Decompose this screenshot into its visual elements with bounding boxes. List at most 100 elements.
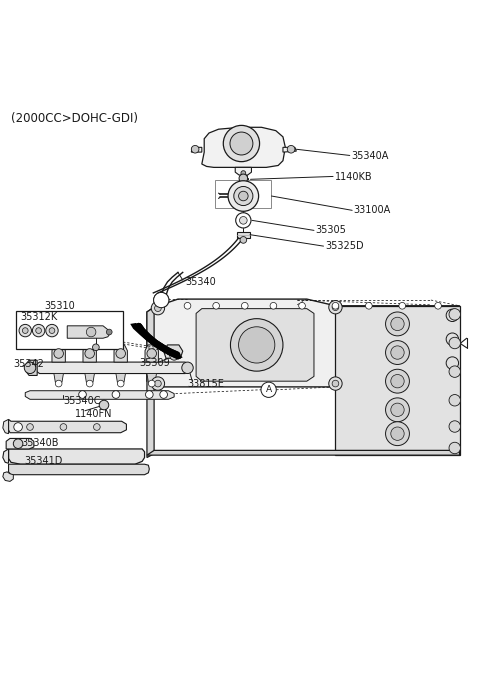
Circle shape [332, 303, 339, 309]
Circle shape [99, 400, 109, 410]
Circle shape [446, 357, 458, 369]
Polygon shape [6, 438, 34, 449]
Text: 35309: 35309 [140, 358, 170, 368]
Text: A: A [265, 386, 272, 394]
Circle shape [449, 366, 460, 377]
Polygon shape [3, 449, 9, 463]
Circle shape [182, 362, 193, 374]
Circle shape [230, 132, 253, 155]
Polygon shape [83, 345, 96, 362]
Circle shape [391, 403, 404, 416]
Text: 35340C: 35340C [63, 396, 101, 405]
Circle shape [86, 327, 96, 337]
Polygon shape [26, 360, 37, 375]
Circle shape [230, 319, 283, 371]
Polygon shape [9, 449, 144, 464]
Circle shape [213, 303, 219, 309]
Circle shape [270, 303, 277, 309]
Circle shape [147, 348, 156, 358]
Text: 35342: 35342 [13, 359, 44, 370]
Circle shape [329, 377, 342, 390]
Bar [240, 175, 247, 182]
Polygon shape [3, 419, 9, 434]
Circle shape [145, 391, 153, 399]
Circle shape [55, 380, 62, 387]
Circle shape [228, 180, 259, 211]
Circle shape [112, 391, 120, 399]
Circle shape [239, 174, 248, 182]
Polygon shape [67, 326, 110, 338]
Circle shape [435, 303, 442, 309]
Circle shape [154, 292, 169, 308]
Circle shape [446, 309, 458, 322]
Polygon shape [235, 167, 252, 175]
Polygon shape [9, 419, 126, 433]
Polygon shape [192, 147, 202, 152]
Polygon shape [85, 374, 95, 382]
Circle shape [261, 382, 276, 397]
Circle shape [385, 312, 409, 336]
Text: A: A [158, 296, 164, 305]
Circle shape [79, 391, 86, 399]
Circle shape [160, 391, 168, 399]
Circle shape [241, 171, 246, 176]
Text: 35310: 35310 [44, 300, 75, 311]
Polygon shape [147, 307, 154, 458]
Circle shape [287, 145, 295, 153]
Polygon shape [3, 472, 13, 482]
Circle shape [391, 427, 404, 440]
Circle shape [391, 375, 404, 388]
Circle shape [241, 303, 248, 309]
Polygon shape [336, 306, 459, 455]
Circle shape [239, 327, 275, 363]
Circle shape [60, 424, 67, 430]
Circle shape [27, 424, 34, 430]
Circle shape [23, 328, 28, 333]
Circle shape [449, 442, 460, 453]
Polygon shape [147, 299, 459, 387]
Polygon shape [145, 345, 158, 362]
Circle shape [49, 328, 55, 333]
Circle shape [391, 317, 404, 331]
Text: 35340: 35340 [185, 277, 216, 287]
Circle shape [385, 369, 409, 393]
Circle shape [170, 352, 179, 360]
Polygon shape [25, 391, 174, 399]
Circle shape [332, 380, 339, 387]
Text: 35312K: 35312K [21, 312, 58, 322]
Text: (2000CC>DOHC-GDI): (2000CC>DOHC-GDI) [11, 113, 138, 126]
Circle shape [449, 338, 460, 348]
Circle shape [154, 292, 169, 308]
Circle shape [449, 309, 460, 320]
Polygon shape [202, 128, 285, 167]
Circle shape [240, 217, 247, 224]
Circle shape [391, 346, 404, 359]
Circle shape [239, 191, 248, 201]
Circle shape [86, 380, 93, 387]
Circle shape [151, 301, 165, 315]
Circle shape [449, 394, 460, 406]
Circle shape [46, 324, 58, 337]
Circle shape [155, 380, 161, 387]
Text: 35341D: 35341D [24, 456, 63, 466]
Circle shape [365, 303, 372, 309]
Text: 35305: 35305 [315, 226, 346, 235]
Circle shape [13, 439, 23, 449]
Bar [215, 180, 272, 209]
Text: 1140KB: 1140KB [335, 172, 372, 182]
Circle shape [332, 304, 339, 311]
Circle shape [19, 324, 32, 337]
Text: 33815E: 33815E [188, 379, 224, 388]
Circle shape [446, 333, 458, 345]
Circle shape [299, 303, 305, 309]
Polygon shape [114, 345, 127, 362]
Circle shape [117, 380, 124, 387]
Polygon shape [245, 333, 269, 353]
Circle shape [33, 324, 45, 337]
Polygon shape [147, 451, 459, 455]
Circle shape [94, 424, 100, 430]
Text: 1140FN: 1140FN [75, 409, 113, 418]
Polygon shape [283, 147, 296, 152]
Bar [237, 232, 250, 238]
Circle shape [116, 348, 125, 358]
